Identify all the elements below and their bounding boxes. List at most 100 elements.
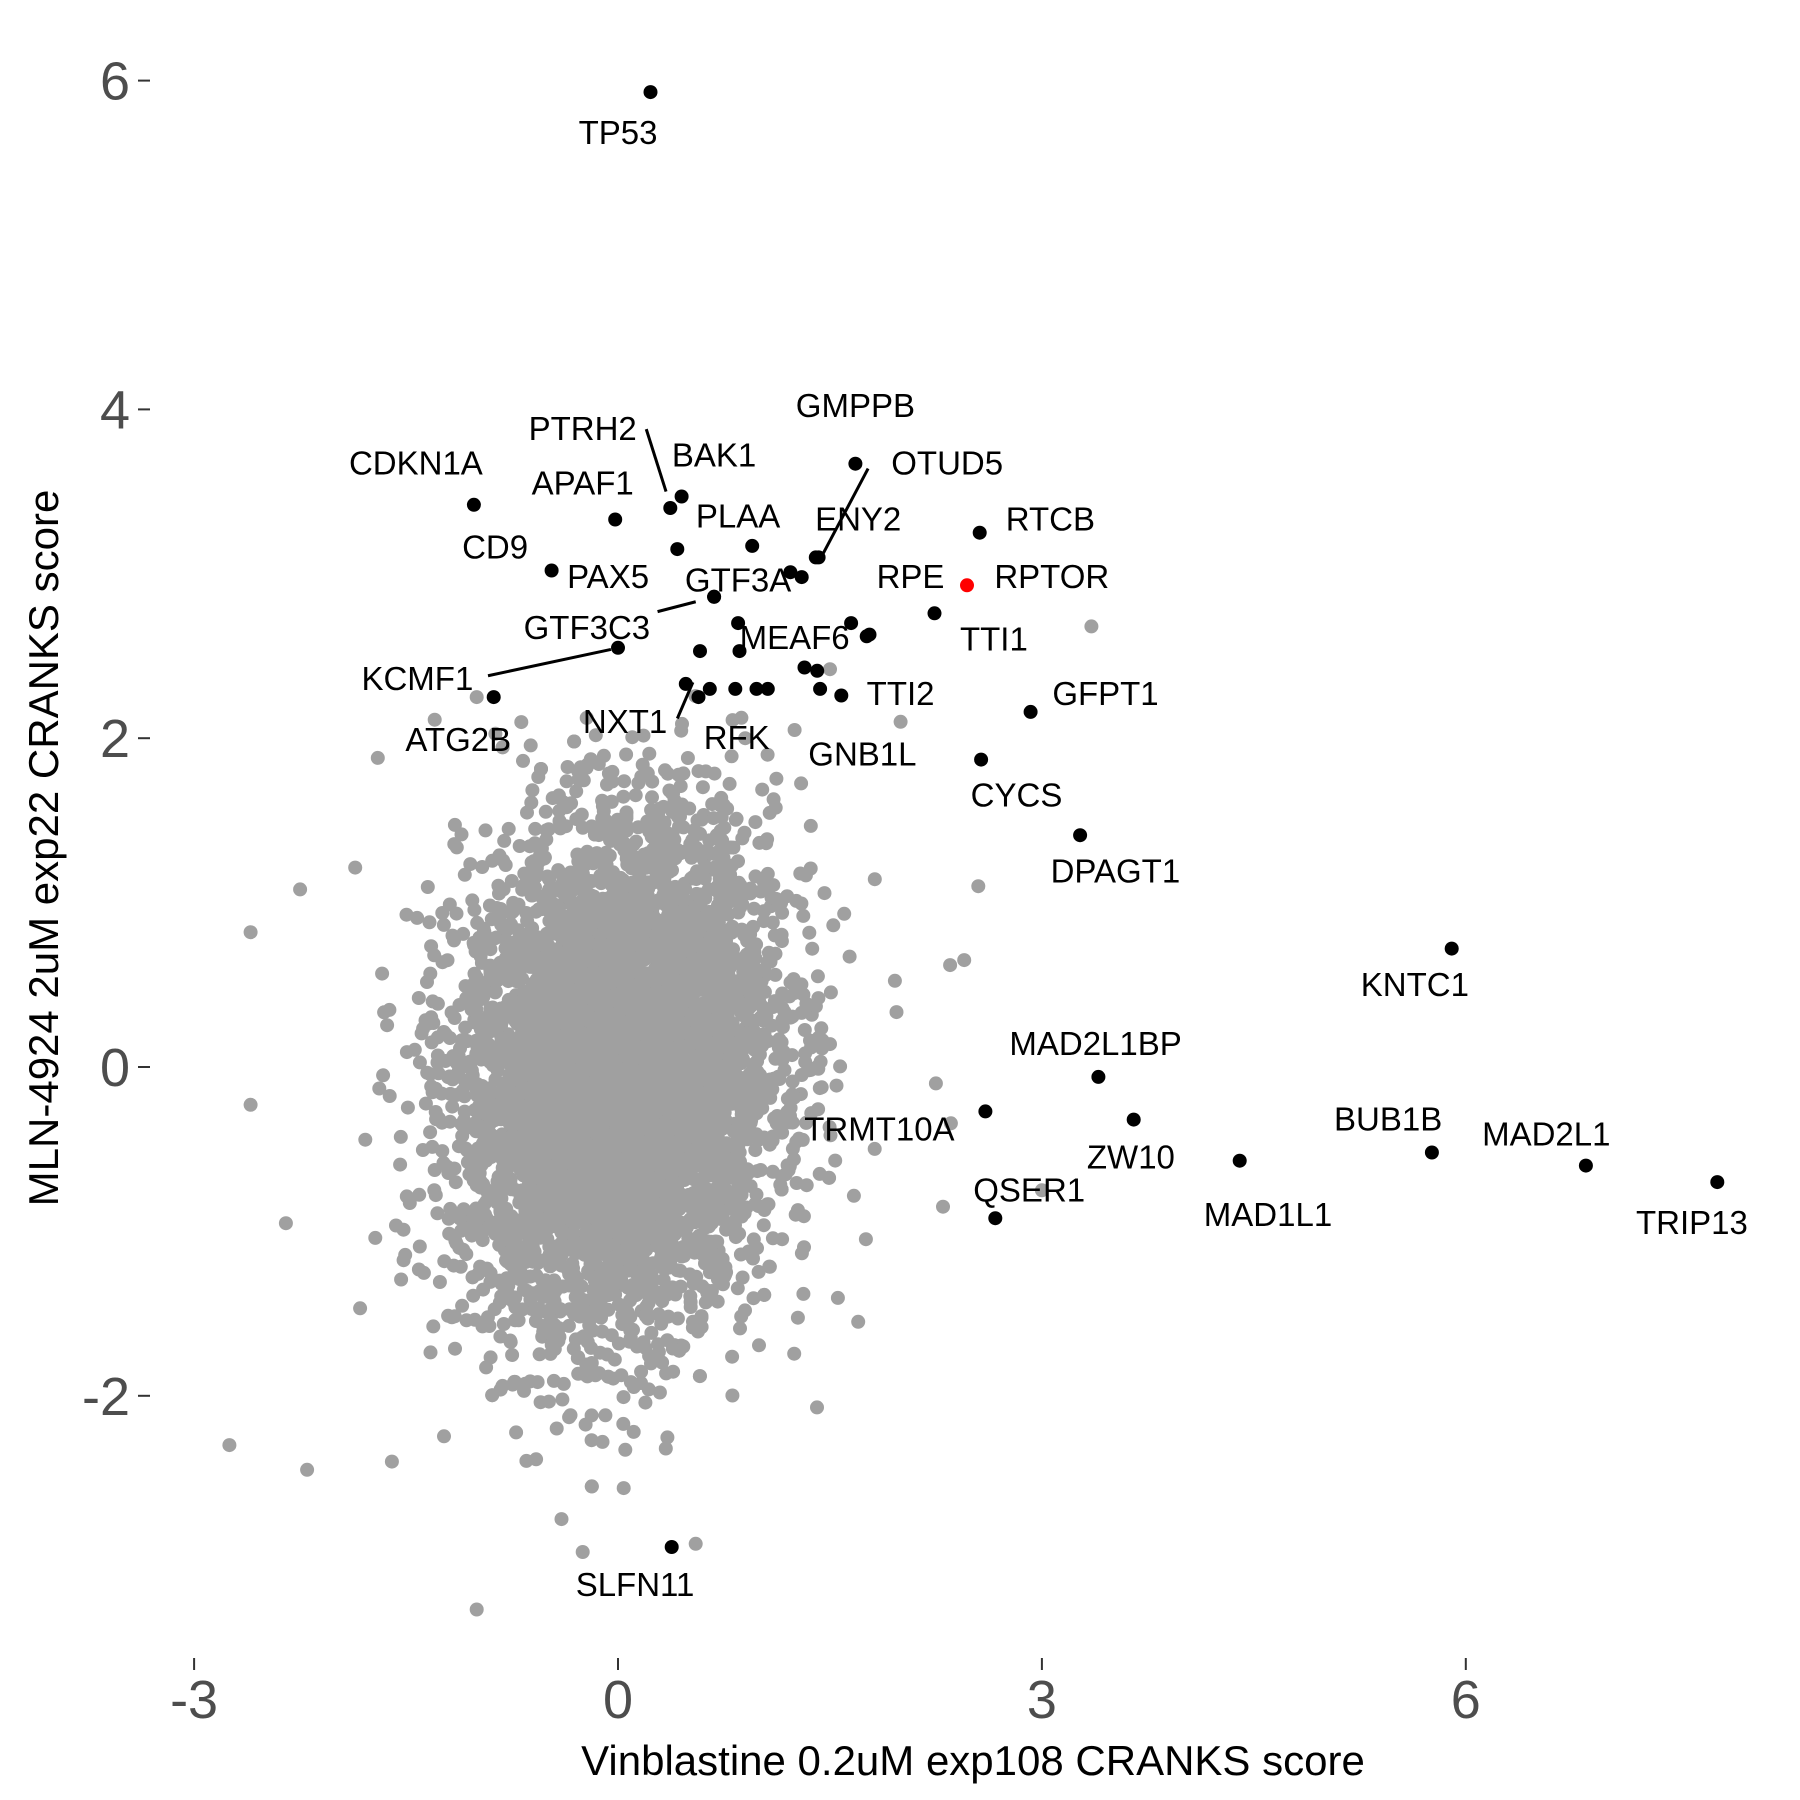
background-point bbox=[538, 804, 553, 819]
background-point bbox=[588, 728, 603, 743]
background-point bbox=[805, 941, 820, 956]
background-point bbox=[423, 1125, 438, 1140]
background-point bbox=[725, 1388, 740, 1403]
background-point bbox=[511, 1313, 526, 1328]
background-point bbox=[842, 949, 857, 964]
background-point bbox=[693, 826, 707, 841]
background-point bbox=[786, 972, 801, 987]
background-point bbox=[423, 1345, 438, 1360]
background-point bbox=[529, 1452, 544, 1467]
background-point bbox=[424, 1035, 439, 1050]
background-point bbox=[449, 840, 464, 855]
background-point bbox=[794, 776, 809, 791]
background-point bbox=[733, 1321, 747, 1336]
background-point bbox=[473, 949, 488, 964]
background-point bbox=[837, 906, 852, 921]
background-point bbox=[452, 1211, 467, 1226]
background-point bbox=[710, 1294, 725, 1309]
background-point bbox=[382, 1002, 397, 1017]
background-point bbox=[441, 1211, 456, 1226]
background-point bbox=[368, 1230, 383, 1245]
background-point bbox=[523, 1374, 538, 1389]
background-point bbox=[642, 746, 657, 761]
background-point bbox=[549, 1421, 564, 1436]
background-point bbox=[525, 783, 540, 798]
background-point bbox=[770, 1109, 785, 1123]
background-point bbox=[638, 1395, 653, 1410]
background-point bbox=[760, 866, 775, 881]
background-point bbox=[724, 749, 739, 764]
background-point bbox=[424, 939, 439, 954]
background-point bbox=[753, 1163, 768, 1177]
background-point bbox=[618, 1442, 633, 1457]
background-point bbox=[470, 1088, 485, 1103]
background-point bbox=[760, 747, 775, 762]
background-point bbox=[412, 1239, 427, 1254]
background-point bbox=[520, 805, 534, 820]
background-point bbox=[454, 827, 469, 842]
background-point bbox=[775, 905, 790, 920]
background-points bbox=[222, 619, 1099, 1617]
background-point bbox=[644, 1268, 659, 1283]
background-point bbox=[595, 1434, 610, 1449]
background-point bbox=[493, 1329, 508, 1344]
background-point bbox=[463, 857, 478, 872]
background-point bbox=[660, 766, 675, 781]
background-point bbox=[594, 1310, 608, 1325]
background-point bbox=[676, 1248, 691, 1263]
background-point bbox=[762, 805, 777, 820]
background-point bbox=[623, 1375, 638, 1390]
background-point bbox=[476, 1282, 491, 1297]
background-point bbox=[617, 774, 632, 789]
background-point bbox=[616, 1390, 631, 1405]
background-point bbox=[704, 1234, 718, 1249]
background-point bbox=[675, 716, 689, 731]
background-point bbox=[785, 1115, 800, 1130]
background-point bbox=[358, 1132, 373, 1147]
background-point bbox=[432, 1275, 447, 1289]
background-point bbox=[683, 1295, 698, 1309]
background-point bbox=[804, 1040, 818, 1055]
background-point bbox=[423, 966, 438, 981]
background-point bbox=[803, 818, 818, 833]
background-point bbox=[505, 1348, 520, 1362]
background-point bbox=[660, 1430, 675, 1445]
background-point bbox=[697, 871, 712, 886]
background-point bbox=[867, 1141, 882, 1156]
background-point bbox=[796, 908, 811, 923]
background-point bbox=[797, 1023, 812, 1037]
background-point bbox=[430, 1048, 445, 1063]
background-point bbox=[426, 1319, 441, 1334]
background-point bbox=[725, 1349, 740, 1364]
background-point bbox=[631, 776, 646, 790]
background-point bbox=[766, 792, 781, 807]
background-point bbox=[582, 1194, 597, 1208]
background-point bbox=[817, 886, 832, 901]
background-point bbox=[488, 726, 503, 741]
background-point bbox=[559, 774, 574, 789]
background-point bbox=[755, 782, 770, 797]
background-point bbox=[746, 919, 760, 934]
background-point bbox=[626, 1322, 640, 1337]
background-point bbox=[769, 771, 784, 786]
background-point bbox=[775, 1020, 790, 1035]
background-point bbox=[579, 710, 594, 725]
background-point bbox=[794, 896, 809, 911]
background-point bbox=[455, 1084, 470, 1098]
background-point bbox=[721, 907, 736, 922]
background-point bbox=[483, 1350, 498, 1365]
background-point bbox=[680, 1237, 695, 1252]
background-point bbox=[523, 738, 538, 753]
background-point bbox=[412, 1055, 427, 1070]
background-point bbox=[428, 1105, 443, 1119]
background-point bbox=[680, 1131, 695, 1145]
background-point bbox=[455, 1128, 470, 1143]
background-point bbox=[430, 996, 445, 1011]
background-point bbox=[393, 1129, 408, 1144]
background-point bbox=[467, 966, 482, 981]
background-point bbox=[797, 1240, 811, 1255]
background-point bbox=[790, 1310, 805, 1325]
background-point bbox=[616, 1416, 631, 1431]
background-point bbox=[846, 1188, 861, 1203]
background-point bbox=[714, 790, 729, 805]
